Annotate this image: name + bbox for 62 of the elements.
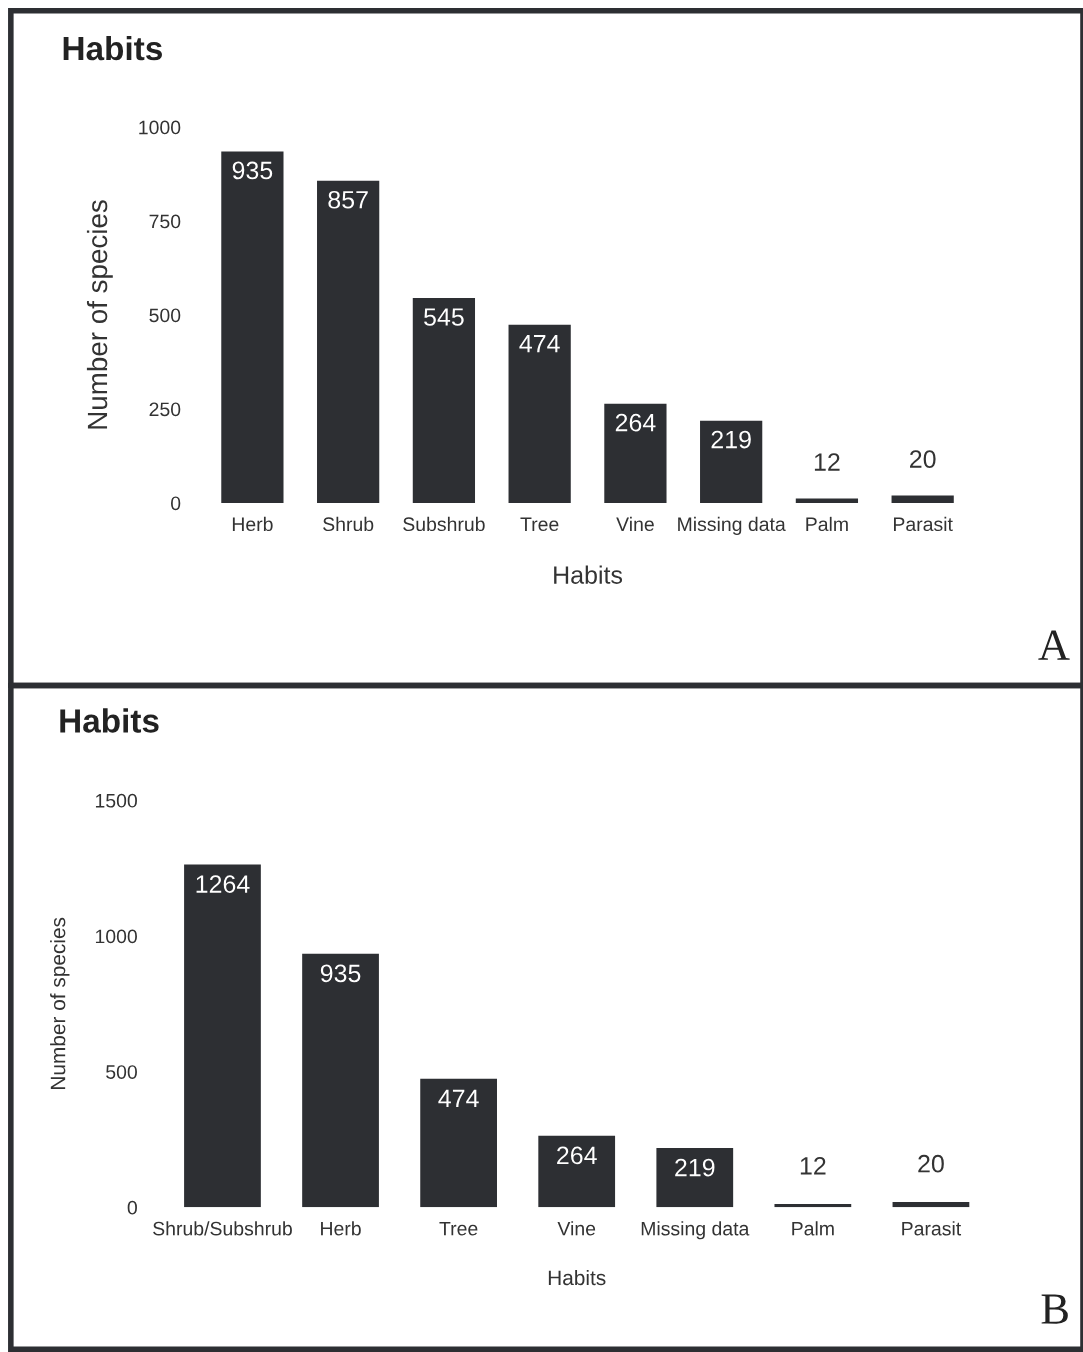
- x-tick-label: Herb: [232, 516, 273, 532]
- bar: [538, 1135, 616, 1208]
- bar: [795, 498, 859, 503]
- bar: [700, 420, 763, 503]
- x-tick-label: Parasit: [902, 1221, 962, 1236]
- data-label: 264: [615, 413, 656, 432]
- data-label: 935: [232, 161, 273, 180]
- chart-title: Habits: [63, 35, 162, 61]
- data-label: 1264: [196, 875, 250, 893]
- data-label: 20: [918, 1154, 944, 1173]
- y-tick-label: 0: [127, 1200, 137, 1215]
- data-label: 545: [424, 308, 464, 326]
- bar: [892, 1201, 970, 1208]
- x-axis-title: Habits: [548, 1269, 606, 1286]
- y-tick-label: 1000: [139, 120, 181, 135]
- data-label: 12: [814, 453, 840, 471]
- bar: [317, 180, 380, 503]
- bar: [221, 151, 284, 503]
- bar: [656, 1147, 734, 1208]
- x-tick-label: Tree: [439, 1221, 478, 1236]
- x-tick-label: Missing data: [641, 1221, 750, 1240]
- data-label: 12: [800, 1157, 826, 1175]
- data-label: 20: [910, 450, 936, 468]
- y-tick-label: 1500: [95, 793, 137, 808]
- y-tick-label: 0: [171, 496, 181, 511]
- bar: [420, 1078, 497, 1208]
- text: B: [1041, 1294, 1068, 1324]
- bar: [891, 495, 954, 503]
- y-tick-label: 750: [149, 214, 181, 229]
- data-label: 474: [519, 335, 560, 353]
- x-tick-label: Subshrub: [403, 516, 485, 532]
- data-label: 264: [557, 1146, 597, 1165]
- bar: [604, 403, 667, 503]
- y-axis-title: Number of species: [50, 917, 70, 1089]
- bar: [302, 953, 379, 1208]
- data-label: 474: [438, 1089, 479, 1108]
- y-tick-label: 250: [149, 402, 181, 417]
- x-tick-label: Shrub: [323, 516, 374, 532]
- x-tick-label: Palm: [792, 1221, 834, 1236]
- bar: [508, 324, 571, 503]
- y-tick-label: 500: [149, 308, 181, 323]
- data-label: 219: [675, 1158, 715, 1177]
- text: A: [1038, 630, 1070, 660]
- data-label: 857: [328, 190, 368, 209]
- x-tick-label: Palm: [806, 516, 848, 532]
- x-tick-label: Vine: [557, 1221, 596, 1236]
- bar: [774, 1204, 852, 1208]
- x-tick-label: Vine: [616, 516, 654, 532]
- y-tick-label: 1000: [95, 929, 137, 944]
- y-tick-label: 500: [106, 1065, 137, 1079]
- x-tick-label: Parasit: [894, 516, 953, 532]
- x-axis-title: Habits: [554, 565, 623, 584]
- bar: [184, 864, 261, 1208]
- x-tick-label: Herb: [321, 1221, 361, 1236]
- y-axis-title: Number of species: [86, 200, 113, 429]
- x-tick-label: Missing data: [678, 516, 786, 535]
- x-tick-label: Tree: [520, 517, 559, 532]
- data-label: 219: [711, 430, 751, 449]
- x-tick-label: Shrub/Subshrub: [153, 1221, 292, 1236]
- data-label: 935: [320, 964, 361, 983]
- chart-title: Habits: [60, 708, 159, 733]
- bar: [412, 298, 476, 503]
